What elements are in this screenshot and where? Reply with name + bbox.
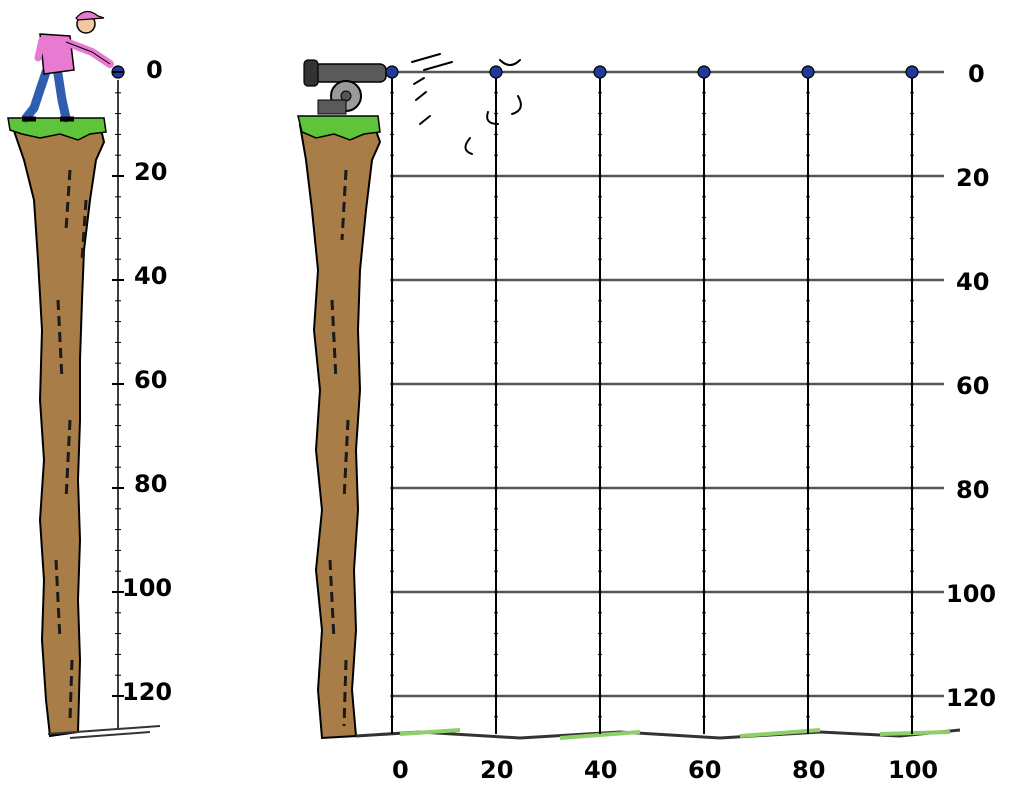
- right-ylabel-0: 0: [968, 60, 985, 88]
- right-ground-grass: [399, 728, 951, 740]
- grid-horizontal-lines: [392, 70, 944, 698]
- left-scale-ticks: [112, 71, 124, 697]
- right-x-labels: 0 20 40 60 80 100: [392, 756, 938, 784]
- trajectory-balls: [385, 65, 919, 79]
- left-label-0: 0: [146, 56, 163, 84]
- person-legs: [21, 67, 71, 123]
- right-cliff-texture: [328, 169, 350, 727]
- left-label-40: 40: [134, 262, 167, 290]
- right-xlabel-0: 0: [392, 756, 409, 784]
- left-scale-labels: 0 20 40 60 80 100 120: [122, 56, 172, 706]
- right-cliff: [298, 124, 382, 740]
- left-label-60: 60: [134, 366, 167, 394]
- left-cliff: [10, 124, 106, 738]
- right-xlabel-100: 100: [888, 756, 938, 784]
- cannon: [303, 59, 387, 115]
- right-ylabel-20: 20: [956, 164, 989, 192]
- right-ylabel-100: 100: [946, 580, 996, 608]
- person-cap: [75, 10, 105, 21]
- right-ylabel-80: 80: [956, 476, 989, 504]
- trajectory-ball: [801, 65, 815, 79]
- trajectory-ball: [697, 65, 711, 79]
- right-xlabel-40: 40: [584, 756, 617, 784]
- left-label-120: 120: [122, 678, 172, 706]
- trajectory-ball: [905, 65, 919, 79]
- left-grass: [7, 117, 107, 141]
- right-xlabel-20: 20: [480, 756, 513, 784]
- left-label-20: 20: [134, 158, 167, 186]
- right-xlabel-80: 80: [792, 756, 825, 784]
- cannon-barrel: [313, 63, 387, 83]
- right-grass: [297, 115, 381, 141]
- grid-vertical-lines: [390, 72, 914, 734]
- left-label-100: 100: [122, 574, 172, 602]
- right-y-labels: 0 20 40 60 80 100 120: [946, 60, 996, 712]
- right-ylabel-60: 60: [956, 372, 989, 400]
- trajectory-ball: [385, 65, 399, 79]
- trajectory-ball: [489, 65, 503, 79]
- left-label-80: 80: [134, 470, 167, 498]
- motion-lines: [411, 53, 522, 155]
- right-panel: 0 20 40 60 80 100 120 0 20 40 60 80 100: [297, 53, 996, 784]
- right-ylabel-120: 120: [946, 684, 996, 712]
- left-cliff-texture: [54, 169, 88, 721]
- right-xlabel-60: 60: [688, 756, 721, 784]
- left-panel: 0 20 40 60 80 100 120: [7, 10, 172, 739]
- left-ground: [47, 725, 161, 739]
- person: [21, 10, 114, 123]
- trajectory-ball: [593, 65, 607, 79]
- right-ylabel-40: 40: [956, 268, 989, 296]
